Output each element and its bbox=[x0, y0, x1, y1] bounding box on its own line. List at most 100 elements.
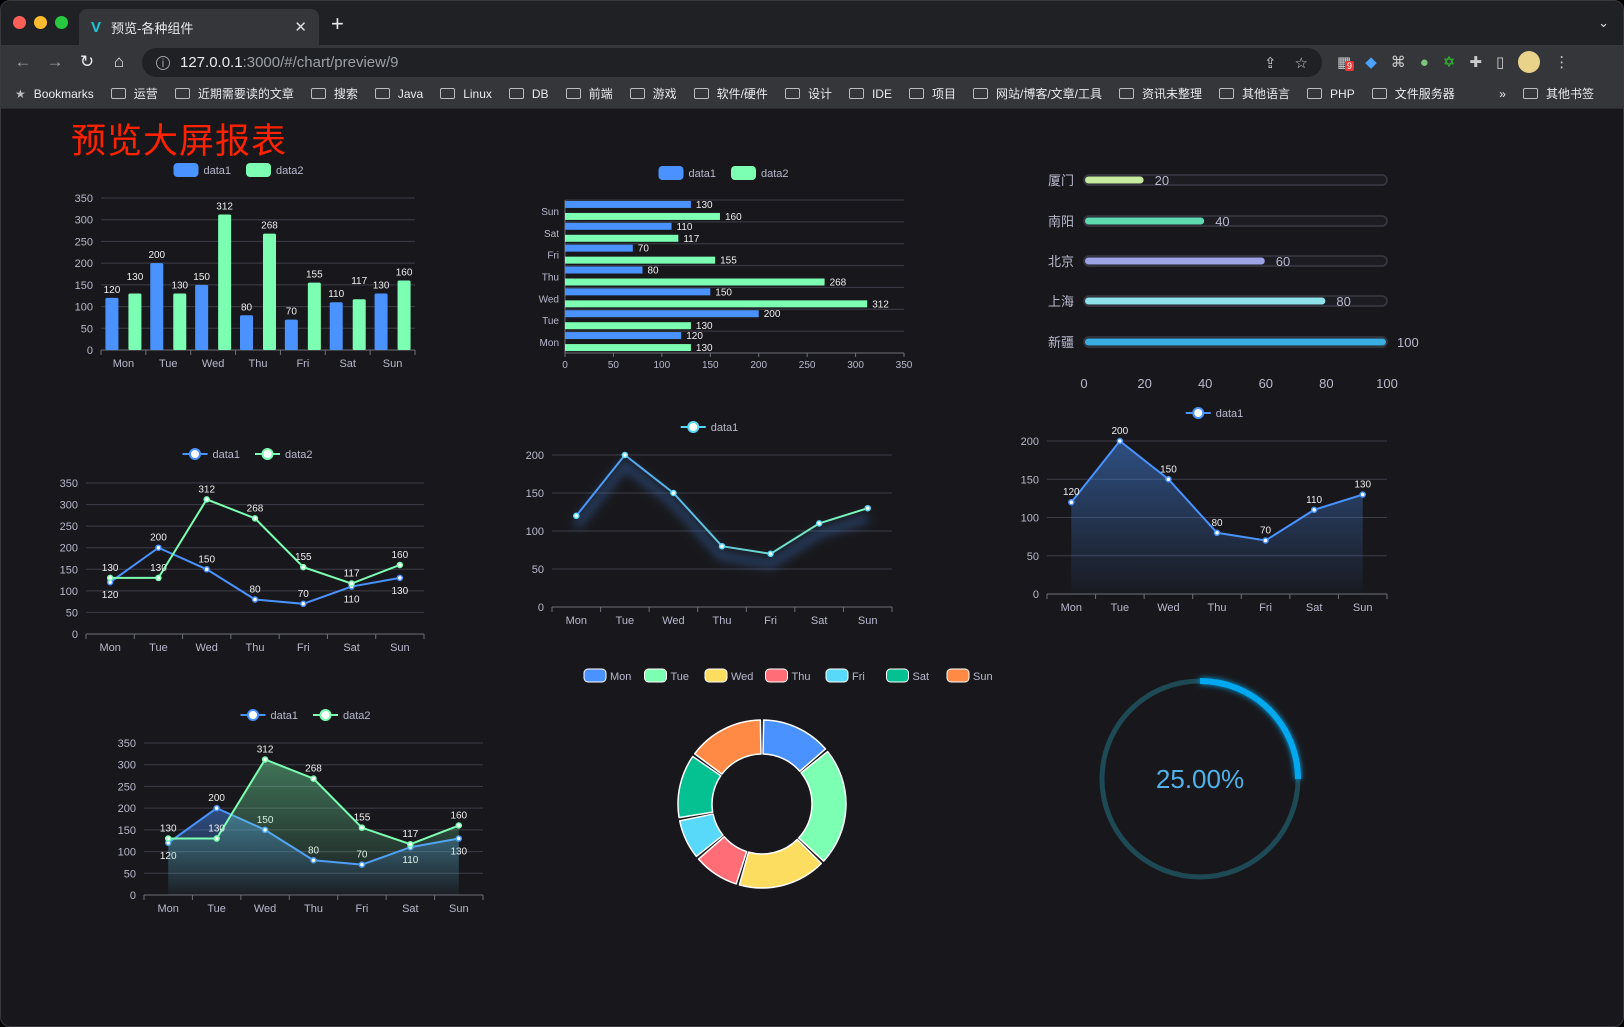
category-label: 厦门 bbox=[1048, 173, 1074, 188]
legend-item[interactable]: Sat bbox=[886, 668, 930, 683]
bookmark-folder[interactable]: DB bbox=[508, 85, 549, 102]
legend-item[interactable]: data1 bbox=[680, 421, 739, 434]
maximize-window-button[interactable] bbox=[55, 16, 68, 29]
new-tab-button[interactable]: + bbox=[331, 11, 344, 36]
y-tick-label: 50 bbox=[124, 868, 136, 880]
bookmark-folder[interactable]: Linux bbox=[440, 85, 492, 102]
address-bar[interactable]: i 127.0.0.1:3000/#/chart/preview/9 ⇪ ☆ bbox=[142, 48, 1322, 77]
y-tick-label: 0 bbox=[130, 890, 136, 902]
y-tick-label: 350 bbox=[60, 478, 78, 490]
x-tick-label: Thu bbox=[304, 903, 323, 915]
window-controls bbox=[13, 16, 68, 29]
data-point bbox=[767, 550, 774, 558]
legend-item[interactable]: Thu bbox=[765, 668, 811, 683]
bookmark-folder[interactable]: 运营 bbox=[110, 85, 158, 102]
legend-item[interactable]: data1 bbox=[658, 166, 717, 180]
share-icon[interactable]: ⇪ bbox=[1263, 54, 1277, 72]
x-tick-label: Wed bbox=[254, 903, 276, 915]
puzzle-extensions-icon[interactable]: ✚ bbox=[1469, 54, 1482, 71]
legend-item[interactable]: data2 bbox=[246, 163, 304, 177]
x-tick-label: Thu bbox=[1208, 602, 1227, 614]
point-value-label: 130 bbox=[392, 586, 409, 597]
folder-icon bbox=[1219, 88, 1235, 99]
progress-fill bbox=[1085, 217, 1205, 225]
legend-item[interactable]: data2 bbox=[731, 166, 789, 180]
close-window-button[interactable] bbox=[13, 16, 26, 29]
x-tick-label: 150 bbox=[702, 360, 719, 371]
profile-avatar[interactable] bbox=[1518, 51, 1541, 73]
legend-swatch-icon bbox=[946, 668, 970, 683]
forward-button[interactable]: → bbox=[46, 52, 64, 71]
x-tick-label: Sun bbox=[449, 903, 469, 915]
bar-data1 bbox=[565, 244, 633, 252]
bar-value-label: 110 bbox=[328, 289, 344, 300]
legend-item[interactable]: data1 bbox=[173, 163, 232, 177]
legend-item[interactable]: data2 bbox=[255, 448, 313, 461]
data-point bbox=[621, 451, 629, 459]
bookmark-folder[interactable]: 其他语言 bbox=[1219, 85, 1290, 102]
legend-item[interactable]: data1 bbox=[240, 709, 299, 722]
bookmarks-overflow-button[interactable]: » bbox=[1499, 86, 1506, 101]
x-tick-label: Fri bbox=[764, 615, 777, 627]
bookmark-star-icon[interactable]: ☆ bbox=[1294, 54, 1308, 72]
tab-active[interactable]: V 预览-各种组件 ✕ bbox=[79, 9, 319, 45]
extension-icon[interactable]: ▦9 bbox=[1337, 53, 1355, 71]
circle-extension-icon[interactable]: ● bbox=[1419, 53, 1429, 71]
site-info-icon[interactable]: i bbox=[156, 55, 170, 70]
legend-item[interactable]: Tue bbox=[644, 668, 690, 683]
bookmark-folder[interactable]: 搜索 bbox=[310, 85, 358, 102]
legend-item[interactable]: Fri bbox=[825, 668, 865, 683]
bookmark-folder[interactable]: 软件/硬件 bbox=[693, 85, 768, 102]
bar-data1 bbox=[565, 310, 759, 318]
bookmark-folder[interactable]: 文件服务器 bbox=[1371, 85, 1455, 102]
bookmarks-label: Bookmarks bbox=[33, 86, 94, 101]
side-panel-icon[interactable]: ▯ bbox=[1495, 54, 1505, 71]
legend-item[interactable]: Mon bbox=[583, 668, 631, 683]
x-tick-label: Wed bbox=[662, 615, 684, 627]
bookmark-folder[interactable]: 前端 bbox=[565, 85, 613, 102]
legend-item[interactable]: Wed bbox=[704, 668, 753, 683]
bar-data2 bbox=[128, 293, 142, 350]
bookmark-folder[interactable]: PHP bbox=[1307, 85, 1355, 102]
point-value-label: 150 bbox=[1160, 464, 1177, 475]
bookmarks-button[interactable]: ★ Bookmarks bbox=[15, 87, 94, 101]
bookmark-label: 其他语言 bbox=[1242, 87, 1291, 101]
data-point bbox=[1359, 491, 1366, 498]
close-tab-icon[interactable]: ✕ bbox=[294, 19, 307, 36]
menu-kebab-icon[interactable]: ⋮ bbox=[1554, 54, 1570, 71]
bookmark-folder[interactable]: 资讯未整理 bbox=[1119, 85, 1202, 102]
x-tick-label: 20 bbox=[1137, 376, 1151, 391]
minimize-window-button[interactable] bbox=[34, 16, 47, 29]
bookmark-folder[interactable]: IDE bbox=[848, 85, 892, 102]
legend-label: Fri bbox=[852, 671, 865, 683]
point-value-label: 268 bbox=[247, 503, 264, 514]
progress-value-label: 20 bbox=[1155, 173, 1169, 188]
legend-item[interactable]: Sun bbox=[946, 668, 993, 683]
legend-item[interactable]: data1 bbox=[1185, 407, 1244, 420]
bar-data1 bbox=[565, 222, 672, 230]
other-bookmarks-folder[interactable]: 其他书签 bbox=[1522, 85, 1594, 102]
home-button[interactable]: ⌂ bbox=[113, 52, 125, 71]
bookmark-folder[interactable]: 项目 bbox=[908, 85, 956, 102]
reload-button[interactable]: ↻ bbox=[79, 52, 95, 71]
command-extension-icon[interactable]: ⌘ bbox=[1390, 54, 1406, 71]
bookmark-folder[interactable]: 设计 bbox=[784, 85, 832, 102]
bookmark-folder[interactable]: 游戏 bbox=[629, 85, 677, 102]
legend-item[interactable]: data2 bbox=[313, 709, 371, 722]
star-extension-icon[interactable]: ✡ bbox=[1442, 54, 1456, 71]
bar-value-label: 312 bbox=[872, 299, 889, 310]
legend-marker-icon bbox=[1192, 407, 1205, 419]
line-shadow bbox=[573, 459, 869, 568]
category-label: 南阳 bbox=[1048, 214, 1074, 229]
tab-search-chevron-icon[interactable]: ⌄ bbox=[1598, 15, 1609, 30]
bar-value-label: 130 bbox=[127, 272, 144, 283]
back-button[interactable]: ← bbox=[14, 52, 32, 71]
x-tick-label: Sat bbox=[1306, 602, 1323, 614]
bookmark-folder[interactable]: Java bbox=[374, 85, 423, 102]
progress-value-label: 60 bbox=[1276, 254, 1290, 269]
bookmark-folder[interactable]: 近期需要读的文章 bbox=[174, 85, 294, 102]
bookmark-folder[interactable]: 网站/博客/文章/工具 bbox=[972, 85, 1102, 102]
legend-item[interactable]: data1 bbox=[182, 448, 241, 461]
diamond-extension-icon[interactable]: ◆ bbox=[1365, 54, 1377, 71]
legend-swatch-icon bbox=[886, 668, 909, 683]
